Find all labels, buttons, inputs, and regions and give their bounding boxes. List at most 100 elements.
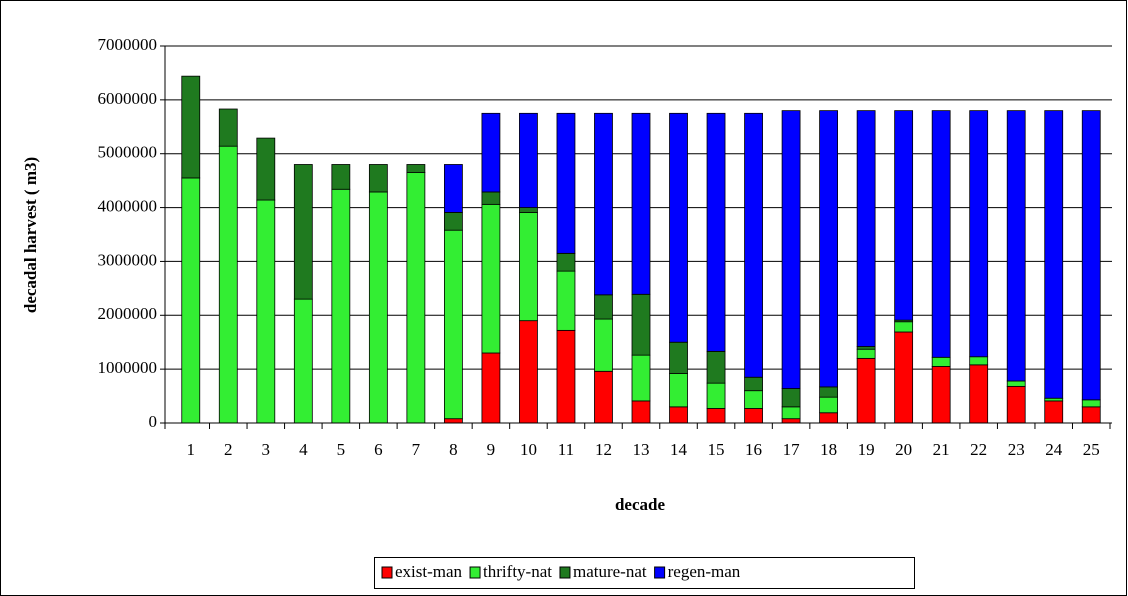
bar-segment [443,212,463,231]
bar-segment [706,382,726,409]
x-tick-label: 21 [933,440,950,459]
bar-segment [1006,380,1026,387]
legend-label: thrifty-nat [483,562,552,581]
bar-segment [819,412,838,424]
bar-segment [706,408,726,424]
bar-segment [894,110,914,321]
bar-segment [1044,400,1064,424]
bar-segment [819,396,838,414]
bar-segment [331,164,351,190]
x-tick-label: 1 [187,440,196,459]
bar-segment [406,164,426,173]
bar-segment [293,164,313,300]
legend-swatch [469,566,481,579]
legend-label: mature-nat [573,562,647,581]
x-tick-label: 18 [820,440,837,459]
bar-segment [1044,397,1064,402]
x-tick-label: 15 [708,440,725,459]
bar-segment [669,373,688,408]
bar-segment [856,348,876,359]
bar-segment [481,112,501,193]
x-axis-label: decade [615,495,666,514]
x-tick-label: 20 [895,440,912,459]
bar-segment [1081,399,1101,408]
legend-label: exist-man [395,562,463,581]
legend-box [374,557,915,589]
bar-segment [631,293,651,356]
y-tick-label: 1000000 [98,358,158,377]
bar-segment [556,329,576,424]
x-tick-label: 19 [858,440,875,459]
bar-segment [631,354,651,402]
bar-segment [931,110,951,358]
bar-segment [706,350,726,384]
bar-segment [781,406,801,420]
x-tick-label: 3 [262,440,271,459]
legend-swatch [559,566,571,579]
bar-segment [744,376,763,392]
x-tick-label: 24 [1045,440,1063,459]
legend-label: regen-man [668,562,741,581]
bar-segment [781,388,801,408]
x-tick-label: 5 [337,440,346,459]
y-tick-label: 6000000 [98,89,158,108]
y-tick-label: 3000000 [98,250,158,269]
bar-segment [443,418,463,424]
x-tick-label: 9 [487,440,496,459]
x-tick-label: 7 [412,440,421,459]
bar-segment [368,191,388,424]
bar-segment [819,110,838,388]
y-axis-label: decadal harvest ( m3) [21,157,40,313]
bar-segment [781,110,801,389]
x-tick-label: 23 [1008,440,1025,459]
bar-segment [631,112,651,295]
x-tick-label: 4 [299,440,308,459]
x-tick-label: 14 [670,440,688,459]
bar-segment [519,212,538,322]
bar-segment [481,191,501,205]
bar-segment [481,352,501,424]
bar-segment [218,108,238,147]
x-tick-label: 17 [783,440,801,459]
bar-segment [181,177,201,424]
bar-segment [856,110,876,347]
bar-segment [481,203,501,354]
x-tick-label: 8 [449,440,458,459]
bar-segment [368,164,388,193]
bar-segment [856,357,876,424]
x-tick-label: 10 [520,440,537,459]
bar-segment [1044,110,1064,399]
bar-segment [969,356,989,366]
x-tick-label: 11 [558,440,574,459]
bar-segment [331,188,351,424]
bar-segment [744,390,763,409]
bar-segment [1081,110,1101,401]
bar-segment [669,406,688,424]
y-tick-label: 0 [149,412,158,431]
bar-segment [519,320,538,424]
bar-segment [669,112,688,343]
bar-segment [443,229,463,420]
bar-segment [969,364,989,424]
bar-segment [931,366,951,424]
legend-swatch [381,566,393,579]
bar-segment [256,199,276,424]
bar-segment [594,318,613,372]
bar-segment [1006,110,1026,382]
y-tick-label: 5000000 [98,143,158,162]
bar-segment [706,112,726,352]
y-tick-label: 2000000 [98,304,158,323]
y-tick-label: 4000000 [98,196,158,215]
y-tick-label: 7000000 [98,35,158,54]
x-tick-label: 25 [1083,440,1100,459]
x-tick-label: 13 [633,440,650,459]
x-tick-label: 12 [595,440,612,459]
bar-segment [894,331,914,424]
bar-segment [256,137,276,201]
bar-segment [594,112,613,296]
bar-segment [931,356,951,367]
bar-segment [744,408,763,424]
bar-segment [406,172,426,424]
